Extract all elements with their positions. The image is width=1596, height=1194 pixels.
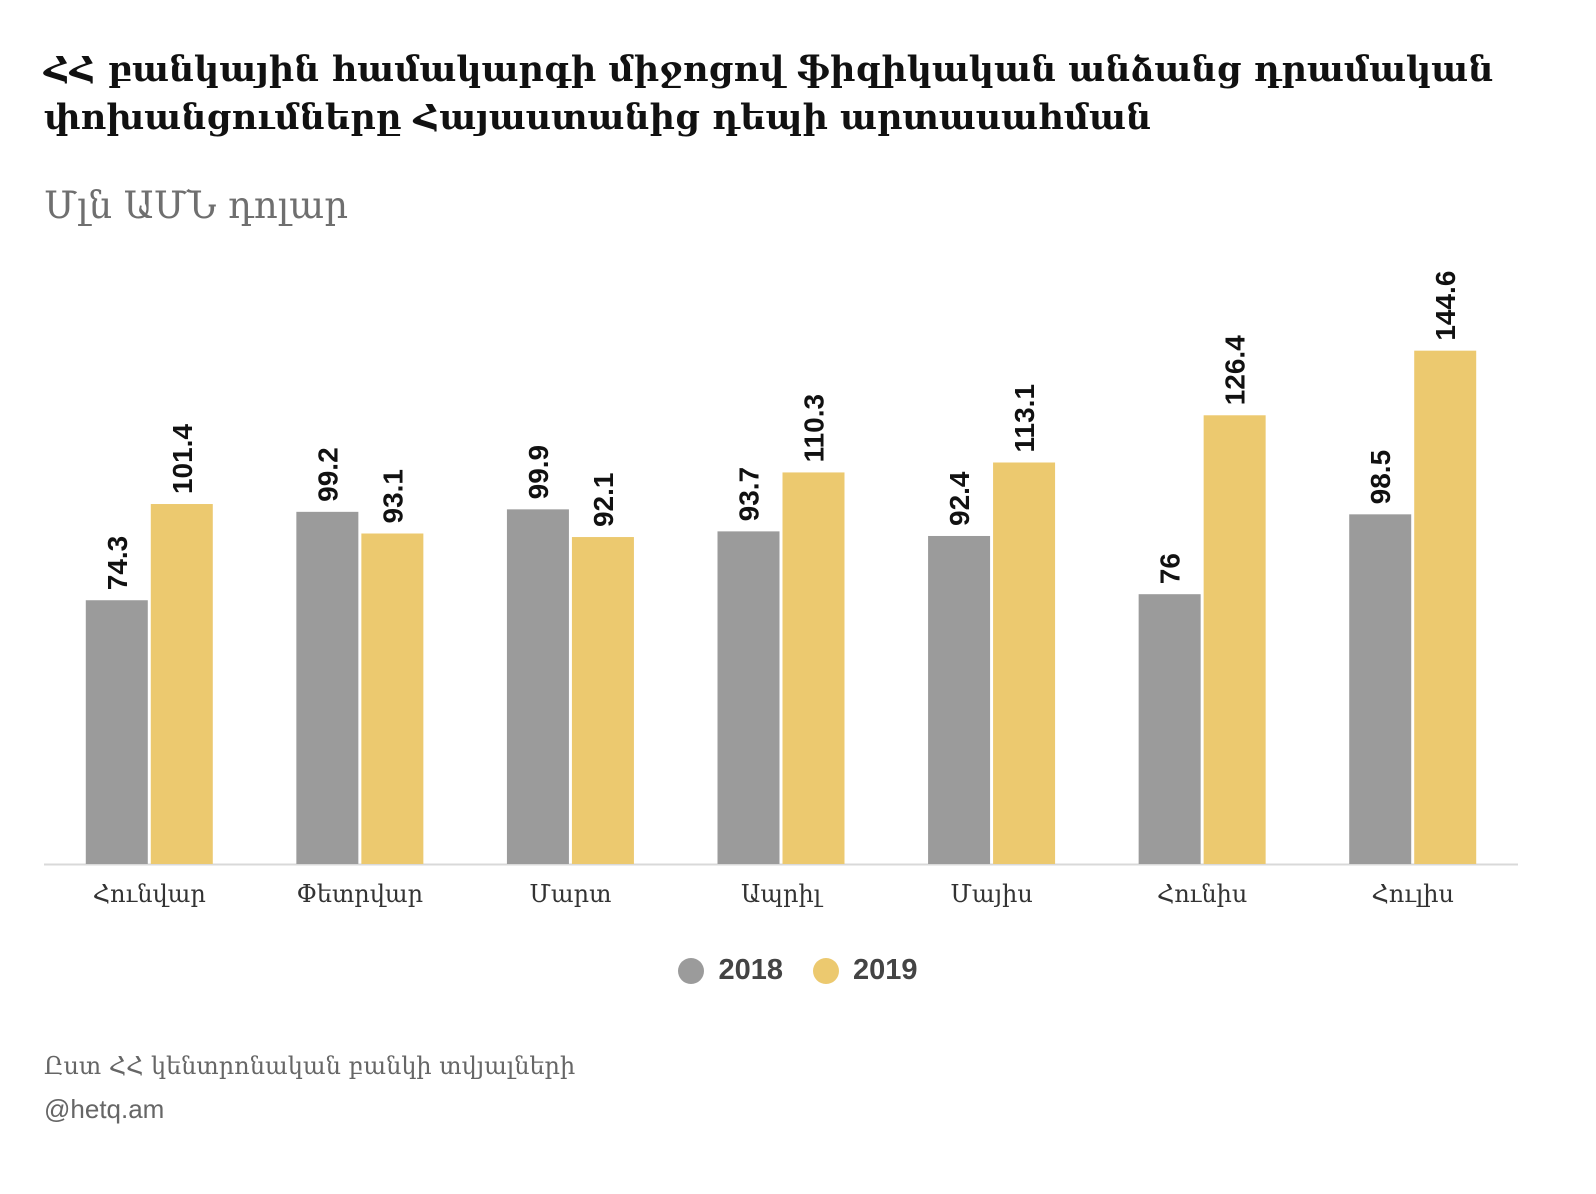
bar-2018-5 [928, 535, 991, 864]
legend-item-2018: 2018 [678, 954, 783, 987]
chart-title: ՀՀ բանկային համակարգի միջոցով ֆիզիկական … [44, 49, 1494, 138]
data-label-2019-2: 93.1 [377, 469, 408, 524]
bar-2018-1 [85, 600, 148, 864]
data-label-2019-1: 101.4 [167, 424, 198, 494]
bar-2019-2 [361, 533, 424, 864]
x-tick-label: Մարտ [529, 880, 611, 908]
bar-2018-7 [1349, 514, 1412, 864]
bar-2018-4 [717, 531, 780, 864]
data-label-2019-5: 113.1 [1009, 384, 1040, 453]
data-label-2019-3: 92.1 [588, 473, 619, 528]
x-tick-label: Հունիս [1157, 880, 1247, 908]
bar-2019-3 [571, 537, 634, 864]
x-tick-label: Փետրվար [297, 880, 423, 908]
source-note: Ըստ ՀՀ կենտրոնական բանկի տվյալների [44, 1052, 576, 1080]
data-label-2019-7: 144.6 [1430, 271, 1461, 341]
x-tick-label: Ապրիլ [741, 880, 824, 908]
data-label-2019-4: 110.3 [799, 394, 830, 463]
data-label-2018-1: 74.3 [102, 536, 133, 591]
bar-2018-6 [1138, 594, 1201, 864]
data-label-2019-6: 126.4 [1220, 335, 1251, 405]
data-label-2018-7: 98.5 [1365, 450, 1396, 505]
data-label-2018-5: 92.4 [944, 471, 975, 526]
bar-2018-2 [296, 511, 359, 864]
x-tick-label: Մայիս [950, 880, 1032, 908]
bar-2019-1 [150, 504, 213, 864]
legend-label-2019: 2019 [853, 954, 918, 986]
legend-swatch-2019 [813, 957, 839, 984]
data-label-2018-4: 93.7 [734, 467, 765, 522]
data-label-2018-3: 99.9 [523, 445, 554, 500]
x-tick-label: Հուլիս [1371, 880, 1453, 908]
bar-2019-6 [1203, 415, 1266, 864]
data-label-2018-2: 99.2 [312, 447, 343, 502]
bar-2018-3 [506, 509, 569, 864]
legend-label-2018: 2018 [718, 954, 783, 986]
legend-item-2019: 2019 [813, 954, 918, 987]
data-label-2018-6: 76 [1155, 553, 1186, 584]
x-tick-label: Հունվար [93, 880, 206, 908]
legend-swatch-2018 [678, 957, 705, 984]
chart-subtitle: Մլն ԱՄՆ դոլար [44, 184, 349, 227]
bar-2019-5 [993, 462, 1056, 864]
bar-2019-7 [1414, 350, 1477, 864]
credit: @hetq.am [44, 1094, 165, 1124]
bar-2019-4 [782, 472, 845, 864]
legend: 2018 2019 [0, 954, 1596, 987]
